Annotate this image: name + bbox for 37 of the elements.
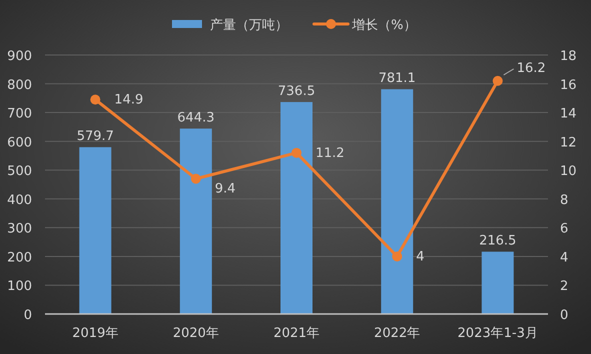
- y-tick-label: 200: [7, 250, 32, 266]
- x-tick-label: 2021年: [273, 326, 320, 341]
- y2-tick-label: 0: [560, 308, 568, 323]
- data-label: 644.3: [177, 110, 215, 126]
- legend-label: 增长（%）: [351, 18, 416, 33]
- data-label: 216.5: [479, 234, 516, 249]
- y2-tick-label: 6: [560, 222, 568, 237]
- y-tick-label: 900: [7, 49, 32, 64]
- x-tick-label: 2019年: [72, 326, 118, 341]
- data-label: 16.2: [516, 60, 546, 76]
- data-label: 14.9: [114, 92, 144, 108]
- y-tick-label: 400: [7, 192, 32, 208]
- data-label: 11.2: [316, 146, 344, 161]
- y2-tick-label: 18: [560, 49, 577, 64]
- y2-tick-label: 8: [560, 192, 568, 208]
- y-tick-label: 800: [7, 78, 32, 93]
- y2-tick-label: 4: [560, 250, 568, 266]
- y-tick-label: 100: [7, 279, 32, 294]
- x-tick-label: 2023年1-3月: [458, 326, 538, 341]
- y2-tick-label: 12: [560, 135, 577, 150]
- y-tick-label: 600: [7, 135, 32, 150]
- data-label: 4: [416, 249, 424, 264]
- x-tick-label: 2022年: [374, 326, 420, 341]
- data-label: 579.7: [76, 129, 114, 144]
- y-tick-label: 0: [24, 308, 32, 323]
- y2-tick-label: 16: [560, 78, 577, 93]
- legend-label: 产量（万吨）: [210, 18, 288, 33]
- y2-tick-label: 14: [560, 106, 577, 122]
- y-tick-label: 500: [7, 164, 32, 180]
- x-tick-label: 2020年: [172, 326, 219, 341]
- y2-tick-label: 10: [560, 164, 577, 180]
- y-tick-label: 300: [7, 222, 32, 237]
- data-label: 9.4: [214, 182, 236, 197]
- data-label: 781.1: [378, 71, 416, 86]
- data-label: 736.5: [278, 84, 316, 100]
- y2-tick-label: 2: [560, 279, 568, 294]
- y-tick-label: 700: [7, 106, 32, 122]
